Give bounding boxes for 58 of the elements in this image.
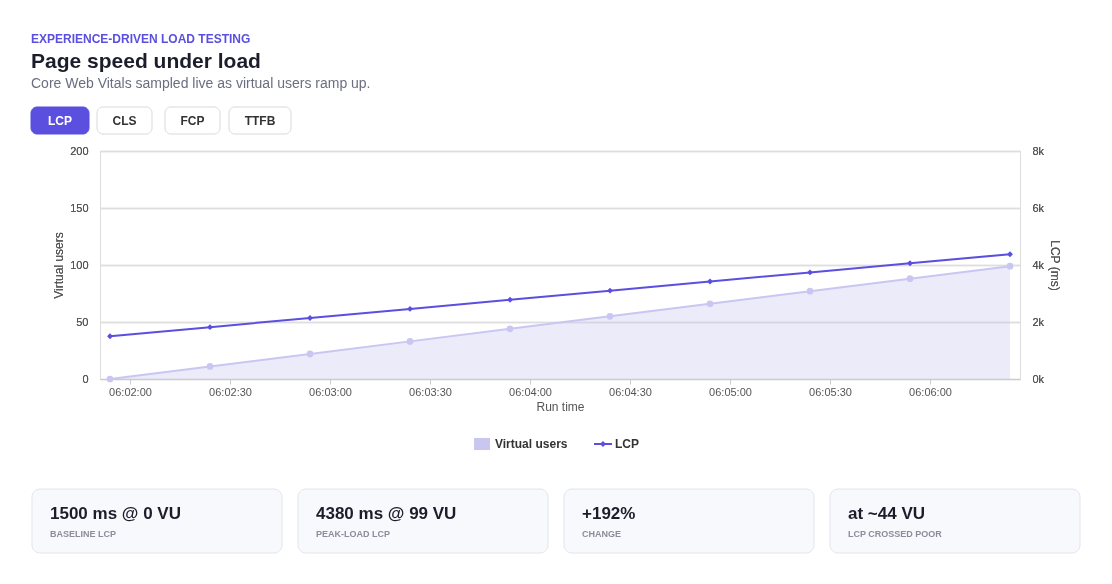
point — [906, 275, 914, 283]
text: PEAK-LOAD LCP — [316, 529, 390, 539]
text: EXPERIENCE-DRIVEN LOAD TESTING — [31, 32, 251, 46]
x-tick-label: 06:06:00 — [909, 385, 952, 398]
chart-title: Page speed under load — [31, 49, 261, 72]
text: +192% — [582, 504, 636, 523]
text: LCP CROSSED POOR — [848, 529, 943, 539]
y2-tick-label: 2k — [1032, 315, 1045, 328]
text: LCP — [48, 114, 72, 128]
point — [206, 363, 214, 370]
point — [507, 296, 513, 303]
point — [1007, 251, 1013, 258]
text: 1500 ms @ 0 VU — [50, 504, 181, 523]
x-tick-label: 06:02:30 — [209, 385, 252, 398]
point — [606, 312, 614, 320]
x-tick-label: 06:02:00 — [109, 385, 152, 398]
point — [706, 300, 714, 308]
point — [1006, 262, 1014, 270]
text: BASELINE LCP — [50, 529, 117, 539]
x-tick-label: 06:04:30 — [609, 385, 652, 398]
point — [306, 350, 314, 358]
point — [407, 305, 413, 312]
y-tick-label: 100 — [70, 258, 89, 271]
x-tick-label: 06:04:00 — [509, 385, 552, 398]
point — [506, 325, 514, 333]
y2-tick-label: 0k — [1032, 372, 1045, 385]
legend-label: Virtual users — [495, 437, 568, 451]
text: TTFB — [244, 114, 276, 128]
text: CHANGE — [582, 529, 622, 539]
text: at ~44 VU — [848, 504, 926, 523]
x-tick-label: 06:03:00 — [309, 385, 352, 398]
legend-label: LCP — [615, 437, 639, 451]
point — [807, 269, 813, 276]
x-tick-label: 06:03:30 — [409, 385, 452, 398]
y-tick-label: 150 — [70, 201, 89, 214]
point — [106, 375, 114, 383]
y-tick-label: 50 — [76, 315, 89, 328]
point — [207, 324, 213, 331]
y-axis-title: Virtual users — [52, 232, 67, 299]
point — [806, 287, 814, 295]
point — [707, 278, 713, 285]
y2-tick-label: 6k — [1032, 201, 1045, 214]
y-tick-label: 200 — [70, 144, 89, 157]
point — [907, 260, 913, 267]
x-axis-title: Run time — [536, 399, 585, 414]
x-tick-label: 06:05:00 — [709, 385, 752, 398]
text: FCP — [180, 114, 205, 128]
y2-tick-label: 8k — [1032, 144, 1045, 157]
y2-axis-title: LCP (ms) — [1048, 240, 1063, 291]
x-tick-label: 06:05:30 — [809, 385, 852, 398]
point — [107, 333, 113, 340]
y-tick-label: 0 — [82, 372, 89, 385]
text: CLS — [112, 114, 137, 128]
y2-tick-label: 4k — [1032, 258, 1045, 271]
point — [607, 287, 613, 294]
point — [406, 338, 414, 345]
text: 4380 ms @ 99 VU — [316, 504, 457, 523]
chart-subtitle: Core Web Vitals sampled live as virtual users ramp up. — [31, 75, 371, 91]
